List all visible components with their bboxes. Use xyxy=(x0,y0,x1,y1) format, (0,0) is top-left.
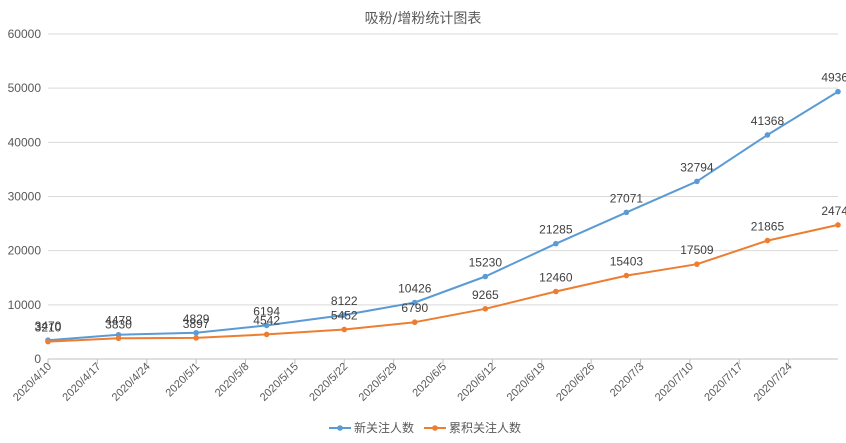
y-tick-label: 10000 xyxy=(8,298,42,312)
chart-title: 吸粉/增粉统计图表 xyxy=(365,11,482,27)
y-tick-label: 40000 xyxy=(8,135,42,149)
data-label: 4829 xyxy=(183,312,210,326)
x-tick-label: 2020/5/8 xyxy=(213,361,252,400)
data-point xyxy=(553,288,559,295)
data-point xyxy=(623,272,630,279)
x-tick-label: 2020/7/17 xyxy=(702,361,745,404)
x-tick-label: 2020/5/22 xyxy=(307,361,350,404)
data-point xyxy=(553,240,559,247)
data-point xyxy=(411,299,418,306)
data-label: 9265 xyxy=(472,288,499,302)
data-point xyxy=(764,237,771,244)
data-point xyxy=(694,261,700,267)
x-tick-label: 2020/5/15 xyxy=(258,361,301,404)
legend-label-1: 累积关注人数 xyxy=(449,420,521,435)
data-point xyxy=(835,222,841,228)
data-label: 4478 xyxy=(105,314,132,328)
x-tick-label: 2020/4/24 xyxy=(110,361,153,404)
data-point xyxy=(45,338,51,345)
data-label: 49360 xyxy=(821,71,846,85)
data-label: 15230 xyxy=(469,256,503,270)
data-point xyxy=(835,88,841,95)
x-tick-label: 2020/7/3 xyxy=(608,361,647,400)
data-point xyxy=(341,326,348,333)
data-label: 6194 xyxy=(253,304,280,318)
x-tick-label: 2020/7/10 xyxy=(653,361,696,404)
axes xyxy=(47,358,838,364)
data-label: 15403 xyxy=(610,255,644,269)
y-tick-label: 60000 xyxy=(8,27,42,41)
series-points xyxy=(45,88,841,345)
y-tick-label: 30000 xyxy=(8,190,42,204)
x-tick-label: 2020/7/24 xyxy=(752,361,795,404)
data-label: 21285 xyxy=(539,223,573,237)
data-label: 4542 xyxy=(253,313,280,327)
x-tick-label: 2020/6/5 xyxy=(410,361,449,400)
data-label: 24748 xyxy=(821,204,846,218)
data-labels: 3470 4478 4829 6194 8122 10426 15230 21285 27071… xyxy=(35,71,846,335)
data-point xyxy=(482,273,489,280)
series-line-0 xyxy=(47,90,839,342)
data-label: 3897 xyxy=(183,317,210,331)
x-tick-label: 2020/5/1 xyxy=(163,361,202,400)
x-tick-label: 2020/5/29 xyxy=(357,361,400,404)
x-tick-label: 2020/4/17 xyxy=(60,361,103,404)
data-label: 10426 xyxy=(398,282,432,296)
data-point xyxy=(411,319,418,326)
legend-marker-0 xyxy=(337,425,343,431)
data-point xyxy=(341,312,348,318)
legend: 新关注人数 累积关注人数 xyxy=(329,420,521,435)
data-point xyxy=(115,335,122,342)
data-label: 27071 xyxy=(610,191,644,205)
y-axis-tick-labels: 0 10000 20000 30000 40000 50000 60000 xyxy=(8,27,42,366)
data-label: 5452 xyxy=(331,308,358,322)
data-label: 21865 xyxy=(751,220,785,234)
data-point xyxy=(764,132,771,138)
x-tick-label: 2020/6/26 xyxy=(554,361,597,404)
data-label: 6790 xyxy=(401,301,428,315)
y-tick-label: 50000 xyxy=(8,81,42,95)
x-tick-label: 2020/6/12 xyxy=(455,361,498,404)
data-point xyxy=(694,178,700,185)
data-point xyxy=(482,306,489,312)
series-lines xyxy=(47,90,839,343)
x-axis-tick-labels: 2020/4/10 2020/4/17 2020/4/24 2020/5/1 2020/… xyxy=(11,361,795,404)
series-line-1 xyxy=(47,223,839,343)
x-tick-label: 2020/6/19 xyxy=(505,361,548,404)
data-label: 8122 xyxy=(331,294,358,308)
data-label: 3210 xyxy=(35,321,62,335)
data-point xyxy=(193,335,199,341)
data-label: 17509 xyxy=(680,243,714,257)
data-point xyxy=(623,209,630,216)
data-label: 12460 xyxy=(539,271,573,285)
data-point xyxy=(263,322,270,329)
data-point xyxy=(193,330,199,336)
legend-marker-1 xyxy=(432,425,438,431)
gridlines xyxy=(48,33,838,306)
x-tick-label: 2020/4/10 xyxy=(11,361,54,404)
data-label: 41368 xyxy=(751,114,785,128)
data-label: 3470 xyxy=(35,319,62,333)
data-point xyxy=(263,331,270,338)
y-tick-label: 20000 xyxy=(8,244,42,258)
data-label: 3830 xyxy=(105,317,132,331)
y-tick-label: 0 xyxy=(34,352,41,366)
data-label: 32794 xyxy=(680,160,714,174)
legend-label-0: 新关注人数 xyxy=(354,420,414,435)
